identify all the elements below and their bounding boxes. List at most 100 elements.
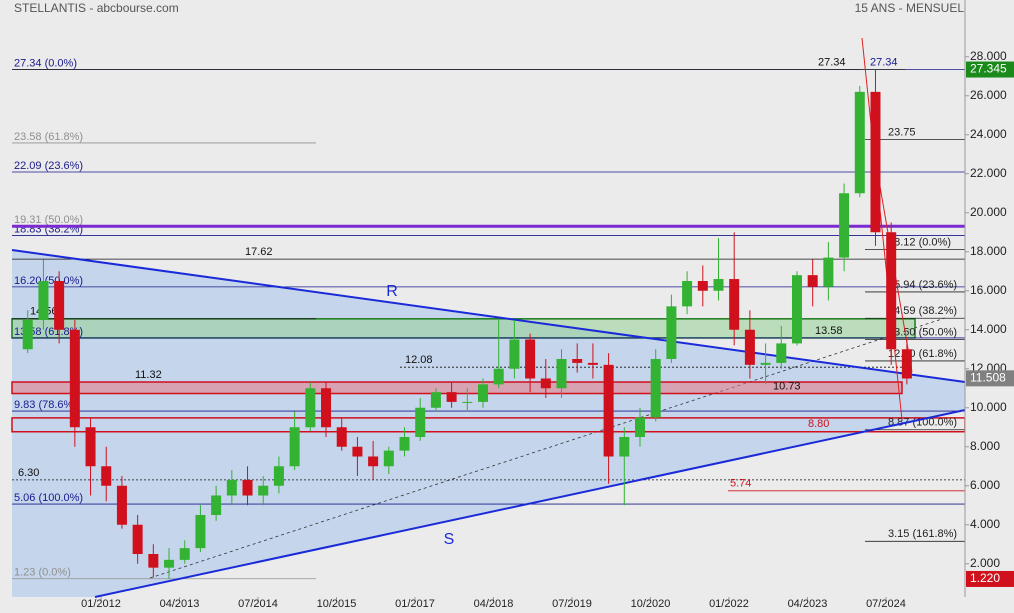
candle-body xyxy=(383,450,394,467)
candle-body xyxy=(101,466,112,486)
candle-body xyxy=(729,279,740,330)
candle-body xyxy=(525,339,536,379)
candle-body xyxy=(399,437,410,451)
candle-body xyxy=(603,364,614,457)
fib-short-label: 3.15 (161.8%) xyxy=(888,528,957,540)
chart-title: STELLANTIS - abcbourse.com xyxy=(14,1,179,15)
candle-body xyxy=(352,446,363,457)
fib-short-label: 23.75 xyxy=(888,127,916,139)
candle-body xyxy=(289,427,300,467)
x-tick-label: 07/2024 xyxy=(866,598,906,610)
candle-body xyxy=(85,427,96,467)
trendline xyxy=(11,249,966,383)
red-trend xyxy=(861,37,903,421)
level-label: 17.62 xyxy=(245,246,273,258)
candle-body xyxy=(430,392,441,408)
candle-body xyxy=(273,466,284,486)
candle-body xyxy=(509,339,520,369)
right-axis xyxy=(965,0,1014,613)
price-tag-label: 1.220 xyxy=(970,571,1000,585)
y-tick-label: 24.000 xyxy=(970,127,1007,141)
x-tick-label: 01/2012 xyxy=(81,598,121,610)
level-label: 8.80 xyxy=(808,418,829,430)
y-tick-label: 10.000 xyxy=(970,400,1007,414)
y-tick-label: 8.000 xyxy=(970,439,1000,453)
fib-short-label: 8.87 (100.0%) xyxy=(888,417,957,429)
x-tick-label: 01/2017 xyxy=(395,598,435,610)
fib-label: 22.09 (23.6%) xyxy=(14,160,83,172)
x-tick-label: 07/2019 xyxy=(552,598,592,610)
candle-body xyxy=(540,378,551,389)
candle-body xyxy=(760,362,771,365)
x-tick-label: 10/2020 xyxy=(631,598,671,610)
price-tag xyxy=(966,370,1014,387)
candle-body xyxy=(132,524,143,554)
x-tick-label: 10/2015 xyxy=(317,598,357,610)
level-label: 5.74 xyxy=(730,478,751,490)
y-tick-label: 4.000 xyxy=(970,517,1000,531)
chart-subtitle: 15 ANS - MENSUEL xyxy=(855,1,965,15)
candle-body xyxy=(791,275,802,344)
candle-body xyxy=(650,359,661,418)
candle-body xyxy=(179,548,190,560)
fib-short-label: 18.12 (0.0%) xyxy=(888,236,951,248)
y-tick-label: 20.000 xyxy=(970,205,1007,219)
y-tick-label: 22.000 xyxy=(970,166,1007,180)
candle-body xyxy=(462,401,473,403)
fib-short-label: 27.34 xyxy=(870,57,898,69)
price-tag-label: 27.345 xyxy=(970,62,1007,76)
candle-body xyxy=(478,384,489,402)
candle-body xyxy=(493,368,504,385)
candle-body xyxy=(54,281,65,330)
fib-label: 5.06 (100.0%) xyxy=(14,492,83,504)
fib-short-label: 14.59 (38.2%) xyxy=(888,305,957,317)
candle-body xyxy=(116,485,127,525)
fib-label: 16.20 (50.0%) xyxy=(14,275,83,287)
candle-body xyxy=(854,91,865,194)
candle-body xyxy=(572,359,583,363)
y-tick-label: 14.000 xyxy=(970,322,1007,336)
candle-body xyxy=(195,515,206,549)
candle-body xyxy=(22,320,33,350)
level-label: 12.08 xyxy=(405,354,433,366)
y-tick-label: 18.000 xyxy=(970,244,1007,258)
fib-label: 1.23 (0.0%) xyxy=(14,567,71,579)
candle-body xyxy=(69,329,80,428)
candle-body xyxy=(258,485,269,496)
zone xyxy=(11,381,903,395)
candle-body xyxy=(211,495,222,515)
fib-label: 27.34 (0.0%) xyxy=(14,58,77,70)
y-tick-label: 16.000 xyxy=(970,283,1007,297)
y-tick-label: 26.000 xyxy=(970,88,1007,102)
fib-short-label: 15.94 (23.6%) xyxy=(888,279,957,291)
candle-body xyxy=(776,343,787,363)
candle-body xyxy=(242,479,253,496)
level-label: 11.32 xyxy=(135,369,162,381)
candle-body xyxy=(634,417,645,437)
candle-body xyxy=(415,407,426,437)
candle-body xyxy=(839,193,850,258)
y-tick-label: 28.000 xyxy=(970,49,1007,63)
fib-label: 23.58 (61.8%) xyxy=(14,131,83,143)
fib-label: 9.83 (78.6%) xyxy=(14,399,77,411)
y-tick-label: 2.000 xyxy=(970,556,1000,570)
fib-label: 19.31 (50.0%) xyxy=(14,214,83,226)
x-tick-label: 04/2018 xyxy=(474,598,514,610)
x-tick-label: 04/2013 xyxy=(160,598,200,610)
price-tag xyxy=(966,61,1014,78)
candle-body xyxy=(446,392,457,402)
candle-body xyxy=(305,388,316,428)
x-tick-label: 04/2023 xyxy=(788,598,828,610)
candle-body xyxy=(556,359,567,389)
candle-body xyxy=(901,349,912,379)
candle-body xyxy=(744,329,755,365)
level-label: 10.73 xyxy=(773,380,801,392)
candle-body xyxy=(148,554,159,568)
fib-short-label: 13.50 (50.0%) xyxy=(888,326,957,338)
candle-body xyxy=(164,559,175,568)
zone xyxy=(11,318,916,339)
y-tick-label: 6.000 xyxy=(970,478,1000,492)
candle-body xyxy=(336,427,347,447)
